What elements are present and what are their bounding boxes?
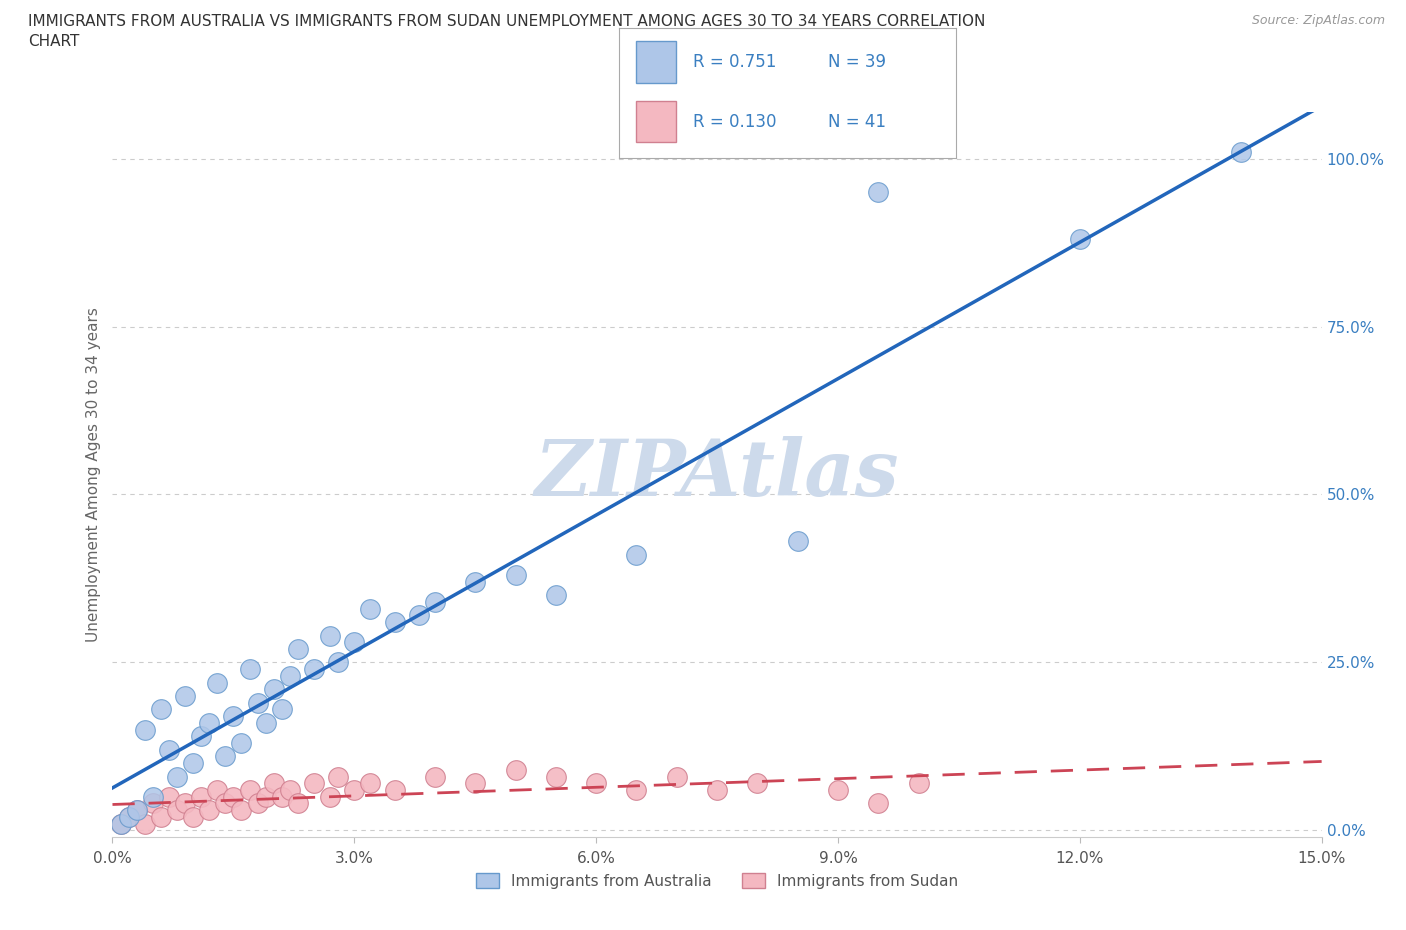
Point — [166, 803, 188, 817]
Point — [665, 769, 688, 784]
Text: N = 41: N = 41 — [828, 113, 886, 130]
Point — [328, 769, 350, 784]
Point — [626, 782, 648, 797]
Point — [423, 769, 446, 784]
Y-axis label: Unemployment Among Ages 30 to 34 years: Unemployment Among Ages 30 to 34 years — [86, 307, 101, 642]
Point — [157, 790, 180, 804]
Point — [198, 715, 221, 730]
Text: ZIPAtlas: ZIPAtlas — [534, 436, 900, 512]
Point — [747, 776, 769, 790]
Point — [231, 803, 253, 817]
Point — [142, 790, 165, 804]
Point — [384, 615, 406, 630]
Point — [287, 796, 309, 811]
Point — [706, 782, 728, 797]
Point — [359, 601, 381, 616]
Point — [110, 817, 132, 831]
Point — [157, 742, 180, 757]
Point — [207, 675, 229, 690]
Point — [214, 796, 236, 811]
Point — [190, 729, 212, 744]
Point — [166, 769, 188, 784]
Point — [246, 796, 269, 811]
Point — [328, 655, 350, 670]
Point — [359, 776, 381, 790]
Point — [384, 782, 406, 797]
Point — [181, 809, 204, 824]
Point — [254, 790, 277, 804]
Point — [222, 709, 245, 724]
Point — [246, 696, 269, 711]
Point — [544, 769, 567, 784]
Point — [238, 782, 260, 797]
Point — [1069, 232, 1091, 246]
Point — [117, 809, 139, 824]
Text: CHART: CHART — [28, 34, 80, 49]
Point — [868, 185, 890, 200]
Point — [134, 722, 156, 737]
Point — [464, 776, 486, 790]
Point — [117, 809, 139, 824]
Text: Source: ZipAtlas.com: Source: ZipAtlas.com — [1251, 14, 1385, 27]
Point — [134, 817, 156, 831]
Point — [505, 567, 527, 582]
Point — [198, 803, 221, 817]
Point — [149, 702, 172, 717]
Point — [343, 635, 366, 650]
Point — [222, 790, 245, 804]
Point — [278, 669, 301, 684]
Point — [319, 790, 342, 804]
Point — [319, 628, 342, 643]
Point — [585, 776, 607, 790]
Bar — [636, 41, 676, 83]
Point — [505, 763, 527, 777]
Point — [270, 702, 292, 717]
Point — [343, 782, 366, 797]
Point — [174, 796, 197, 811]
Point — [1230, 144, 1253, 159]
Point — [142, 796, 165, 811]
Point — [149, 809, 172, 824]
Point — [464, 575, 486, 590]
Point — [231, 736, 253, 751]
Point — [263, 682, 285, 697]
Text: R = 0.751: R = 0.751 — [693, 53, 776, 71]
Point — [302, 776, 325, 790]
Point — [868, 796, 890, 811]
Point — [423, 594, 446, 609]
Point — [626, 548, 648, 563]
Point — [174, 688, 197, 703]
Bar — [636, 100, 676, 142]
Point — [125, 803, 148, 817]
Point — [263, 776, 285, 790]
Point — [110, 817, 132, 831]
Point — [270, 790, 292, 804]
Point — [207, 782, 229, 797]
Point — [181, 756, 204, 771]
Text: IMMIGRANTS FROM AUSTRALIA VS IMMIGRANTS FROM SUDAN UNEMPLOYMENT AMONG AGES 30 TO: IMMIGRANTS FROM AUSTRALIA VS IMMIGRANTS … — [28, 14, 986, 29]
Point — [786, 534, 808, 549]
Point — [254, 715, 277, 730]
Legend: Immigrants from Australia, Immigrants from Sudan: Immigrants from Australia, Immigrants fr… — [470, 867, 965, 895]
Point — [544, 588, 567, 603]
Point — [827, 782, 849, 797]
Point — [190, 790, 212, 804]
Point — [408, 608, 430, 623]
Point — [214, 749, 236, 764]
Point — [287, 642, 309, 657]
Point — [125, 803, 148, 817]
Point — [238, 661, 260, 676]
Text: N = 39: N = 39 — [828, 53, 886, 71]
Point — [278, 782, 301, 797]
Text: R = 0.130: R = 0.130 — [693, 113, 776, 130]
Point — [302, 661, 325, 676]
Point — [907, 776, 929, 790]
